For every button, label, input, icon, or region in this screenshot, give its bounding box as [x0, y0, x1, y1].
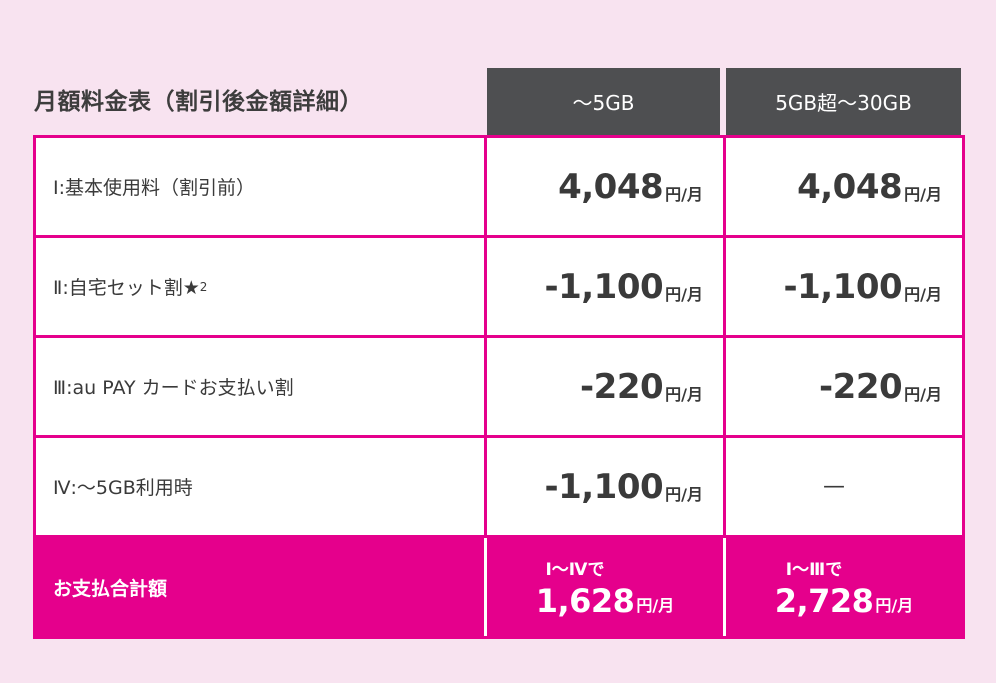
- column-divider: [484, 538, 487, 636]
- total-label: お支払合計額: [53, 577, 168, 600]
- column-divider: [484, 438, 487, 535]
- total-cell: Ⅰ～Ⅲで 2,728 円/月: [726, 538, 942, 636]
- total-note: Ⅰ～Ⅳで: [545, 559, 605, 580]
- column-divider: [723, 338, 726, 435]
- price-amount: -1,100: [544, 466, 664, 507]
- column-divider: [723, 238, 726, 335]
- table-row-up-to-5gb-usage: Ⅳ:～5GB利用時 -1,100 円/月 —: [36, 438, 962, 538]
- row-label: Ⅱ:自宅セット割★ 2: [53, 238, 207, 335]
- column-divider: [484, 138, 487, 235]
- dash-placeholder: —: [823, 474, 845, 499]
- price-cell: -1,100 円/月: [726, 238, 942, 335]
- price-amount: -220: [580, 366, 664, 407]
- price-unit: 円/月: [665, 484, 703, 504]
- table-row-basic-fee: Ⅰ:基本使用料（割引前） 4,048 円/月 4,048 円/月: [36, 138, 962, 238]
- column-divider: [723, 138, 726, 235]
- total-unit: 円/月: [636, 595, 675, 615]
- total-amount-group: 1,628 円/月: [536, 582, 675, 620]
- row-label: Ⅳ:～5GB利用時: [53, 477, 193, 499]
- total-amount-group: 2,728 円/月: [775, 582, 914, 620]
- price-unit: 円/月: [665, 384, 703, 404]
- price-amount: -1,100: [544, 266, 664, 307]
- table-row-total: お支払合計額 Ⅰ～Ⅳで 1,628 円/月 Ⅰ～Ⅲで 2,728 円/月: [36, 538, 962, 636]
- price-cell-not-applicable: —: [726, 438, 942, 535]
- table-row-au-pay-card-discount: Ⅲ:au PAY カードお支払い割 -220 円/月 -220 円/月: [36, 338, 962, 438]
- row-label: Ⅰ:基本使用料（割引前）: [53, 177, 256, 199]
- table-row-home-set-discount: Ⅱ:自宅セット割★ 2 -1,100 円/月 -1,100 円/月: [36, 238, 962, 338]
- price-table: Ⅰ:基本使用料（割引前） 4,048 円/月 4,048 円/月 Ⅱ:自宅セット…: [33, 135, 965, 639]
- total-unit: 円/月: [875, 595, 914, 615]
- price-amount: 4,048: [558, 166, 664, 207]
- price-cell: -220 円/月: [726, 338, 942, 435]
- column-divider: [723, 538, 726, 636]
- price-amount: -220: [819, 366, 903, 407]
- column-divider: [723, 438, 726, 535]
- total-amount: 2,728: [774, 581, 874, 620]
- price-unit: 円/月: [665, 184, 703, 204]
- price-unit: 円/月: [665, 284, 703, 304]
- price-cell: -1,100 円/月: [487, 438, 703, 535]
- price-amount: -1,100: [783, 266, 903, 307]
- total-amount: 1,628: [535, 581, 635, 620]
- row-label: Ⅲ:au PAY カードお支払い割: [53, 377, 294, 399]
- price-cell: 4,048 円/月: [726, 138, 942, 235]
- price-amount: 4,048: [797, 166, 903, 207]
- total-cell: Ⅰ～Ⅳで 1,628 円/月: [487, 538, 703, 636]
- price-unit: 円/月: [904, 184, 942, 204]
- price-unit: 円/月: [904, 284, 942, 304]
- total-note: Ⅰ～Ⅲで: [785, 559, 843, 580]
- column-divider: [484, 238, 487, 335]
- price-cell: 4,048 円/月: [487, 138, 703, 235]
- price-unit: 円/月: [904, 384, 942, 404]
- column-header-5gb-to-30gb: 5GB超～30GB: [726, 68, 961, 135]
- column-divider: [484, 338, 487, 435]
- table-title: 月額料金表（割引後金額詳細）: [34, 89, 363, 115]
- column-header-up-to-5gb: ～5GB: [487, 68, 720, 135]
- price-cell: -220 円/月: [487, 338, 703, 435]
- row-label-text: Ⅱ:自宅セット割★: [53, 277, 200, 299]
- footnote-marker: 2: [199, 279, 208, 294]
- price-cell: -1,100 円/月: [487, 238, 703, 335]
